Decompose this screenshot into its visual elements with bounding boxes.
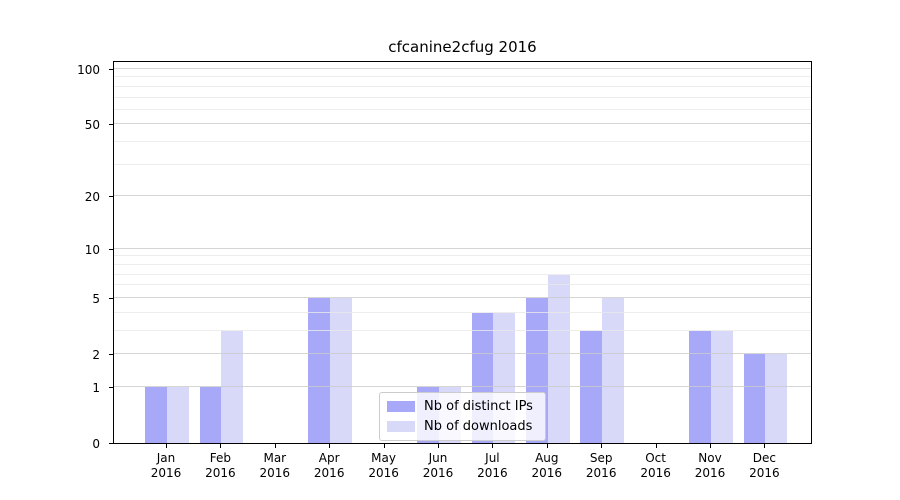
y-tick-0 — [109, 443, 113, 444]
legend-entry-downloads: Nb of downloads — [387, 418, 537, 435]
x-tick-jan — [166, 444, 167, 448]
gridline-major-y-5 — [114, 296, 811, 298]
x-tick-jul — [492, 444, 494, 448]
x-tick-aug — [546, 444, 548, 448]
y-tick-label-0: 0 — [92, 437, 100, 451]
x-tick-label-may: May 2016 — [368, 451, 399, 480]
y-tick-label-100: 100 — [77, 63, 100, 77]
gridline-minor-y-30 — [114, 163, 811, 165]
bar-sep-downloads — [602, 297, 624, 443]
x-tick-label-aug: Aug 2016 — [531, 451, 563, 480]
gridline-minor-y-9 — [114, 255, 811, 257]
gridline-major-y-10 — [114, 247, 811, 249]
y-tick-20 — [109, 196, 113, 198]
gridline-major-y-50 — [114, 123, 811, 125]
gridline-minor-y-70 — [114, 96, 811, 98]
gridline-minor-y-90 — [114, 76, 811, 78]
bar-aug-downloads — [547, 274, 570, 443]
x-tick-label-jan: Jan 2016 — [150, 451, 182, 480]
x-tick-oct — [655, 444, 657, 448]
x-tick-label-nov: Nov 2016 — [694, 451, 726, 480]
bar-dec-distinct-ips — [743, 354, 766, 443]
x-tick-label-oct: Oct 2016 — [640, 451, 671, 480]
bar-dec-downloads — [765, 354, 788, 443]
x-tick-jun — [438, 444, 439, 448]
bar-nov-downloads — [711, 330, 733, 443]
x-tick-may — [383, 444, 385, 448]
legend-label-downloads: Nb of downloads — [424, 419, 533, 434]
x-tick-label-jul: Jul 2016 — [477, 451, 508, 480]
x-tick-label-jun: Jun 2016 — [422, 451, 454, 480]
chart-title: cfcanine2cfug 2016 — [388, 38, 537, 56]
gridline-minor-y-6 — [114, 284, 811, 286]
x-tick-dec — [764, 444, 766, 448]
x-tick-label-mar: Mar 2016 — [259, 451, 291, 480]
x-tick-feb — [220, 444, 222, 448]
y-axis: 0 1 2 5 10 20 50 100 — [0, 61, 113, 451]
x-tick-label-apr: Apr 2016 — [313, 451, 345, 480]
legend-entry-distinct-ips: Nb of distinct IPs — [387, 398, 537, 415]
y-tick-label-5: 5 — [92, 291, 100, 306]
x-tick-sep — [601, 444, 603, 448]
legend: Nb of distinct IPs Nb of downloads — [379, 392, 546, 441]
y-tick-10 — [109, 248, 113, 250]
x-tick-label-dec: Dec 2016 — [749, 451, 780, 480]
gridline-minor-y-60 — [114, 108, 811, 110]
y-tick-label-50: 50 — [84, 118, 100, 133]
gridline-minor-y-7 — [114, 273, 811, 275]
bar-jan-downloads — [167, 386, 189, 443]
gridline-major-y-20 — [114, 195, 811, 197]
legend-swatch-distinct-ips — [387, 401, 415, 412]
gridline-minor-y-80 — [114, 85, 811, 87]
x-tick-label-sep: Sep 2016 — [585, 451, 617, 480]
x-axis: Jan 2016 Feb 2016 Mar 2016 Apr 2016 May 2016 Jun 20… — [113, 444, 812, 500]
bar-apr-distinct-ips — [308, 297, 331, 443]
legend-label-distinct-ips: Nb of distinct IPs — [424, 399, 533, 414]
gridline-minor-y-4 — [114, 311, 811, 313]
gridline-minor-y-8 — [114, 263, 811, 265]
y-tick-label-10: 10 — [84, 242, 100, 257]
x-tick-label-feb: Feb 2016 — [205, 451, 236, 480]
legend-swatch-downloads — [387, 421, 415, 432]
x-tick-mar — [274, 444, 276, 448]
bar-feb-downloads — [221, 330, 244, 443]
x-tick-nov — [710, 444, 711, 448]
gridline-minor-y-40 — [114, 141, 811, 143]
y-tick-2 — [109, 354, 113, 355]
y-tick-1 — [109, 386, 113, 388]
gridline-major-y-100 — [114, 68, 811, 69]
bar-nov-distinct-ips — [689, 330, 711, 443]
x-tick-apr — [329, 444, 331, 448]
bar-jan-distinct-ips — [145, 386, 167, 443]
bar-apr-downloads — [330, 297, 352, 443]
y-tick-5 — [109, 297, 113, 299]
y-tick-label-20: 20 — [84, 190, 100, 205]
y-tick-100 — [109, 69, 113, 70]
y-tick-50 — [109, 124, 113, 126]
plot-area: Nb of distinct IPs Nb of downloads — [113, 61, 812, 444]
bar-feb-distinct-ips — [199, 386, 222, 443]
bar-sep-distinct-ips — [580, 330, 603, 443]
y-tick-label-2: 2 — [92, 348, 100, 362]
y-tick-label-1: 1 — [92, 380, 100, 395]
